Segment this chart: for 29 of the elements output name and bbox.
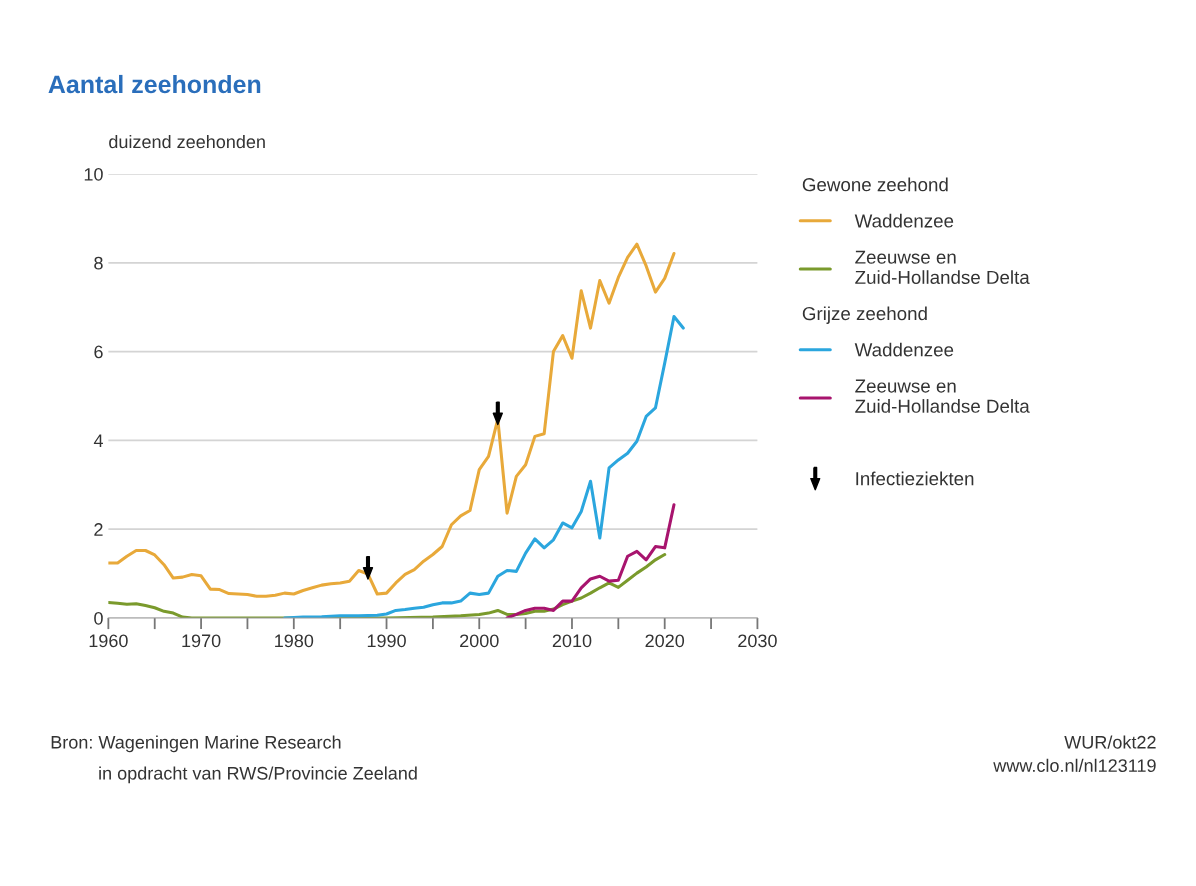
text: WUR/okt22 www.clo.nl/nl123119: [993, 735, 1156, 773]
y-tick-label: 4: [93, 434, 103, 447]
y-tick-label: 2: [94, 523, 103, 536]
x-tick-label: 2000: [460, 634, 499, 648]
line-series: [505, 503, 676, 618]
x-tick-label: 2030: [738, 634, 777, 648]
y-tick-label: 0: [94, 611, 103, 625]
x-tick-label: 1980: [275, 634, 314, 648]
x-tick-label: 1990: [367, 634, 406, 648]
y-tick-label: 8: [94, 256, 103, 270]
legend-label: Zeeuwse en Zuid-Hollandse Delta: [855, 379, 1030, 413]
legend-label: Waddenzee: [854, 213, 954, 228]
x-tick-label: 1970: [182, 634, 221, 648]
text: Bron: Wageningen Marine Research: [51, 735, 341, 753]
legend-label: Infectieziekten: [856, 471, 974, 486]
text: Grijze zeehond: [802, 306, 927, 324]
legend-label: Zeeuwse en Zuid-Hollandse Delta: [855, 250, 1030, 284]
x-tick-label: 2020: [645, 634, 685, 648]
y-tick-label: 10: [84, 167, 103, 181]
line-series: [283, 315, 685, 618]
text: Gewone zeehond: [802, 177, 948, 192]
chart-title: Aantal zeehonden: [48, 74, 261, 94]
line-series: [108, 242, 676, 598]
y-axis-title: duizend zeehonden: [109, 134, 265, 149]
x-tick-label: 1960: [89, 634, 128, 648]
x-tick-label: 2010: [552, 634, 592, 648]
text: in opdracht van RWS/Provincie Zeeland: [99, 766, 417, 784]
legend-label: Waddenzee: [854, 342, 954, 357]
y-tick-label: 6: [94, 345, 103, 359]
